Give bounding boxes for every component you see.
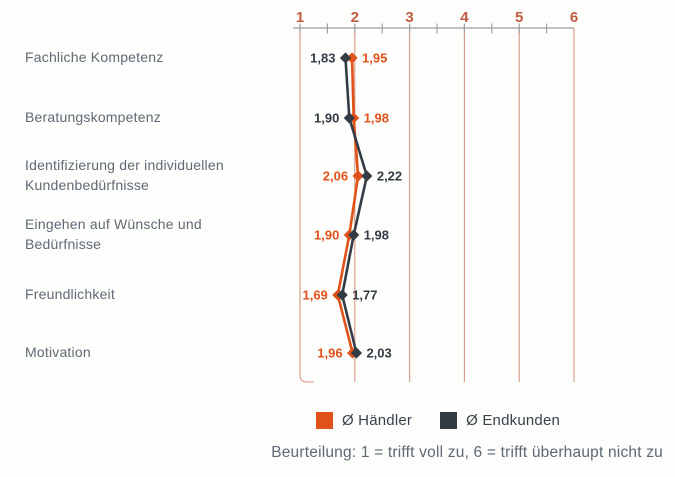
chart-legend: Ø Händler Ø Endkunden (298, 412, 578, 429)
legend-label-haendler: Ø Händler (341, 412, 413, 429)
value-labels: 1,83 1,95 1,90 1,98 2,06 2,22 1,90 1,98 1,69 1,77… (302, 51, 402, 361)
legend-item-haendler: Ø Händler (315, 412, 413, 429)
diamond-marker (350, 347, 363, 359)
diamond-marker (346, 52, 358, 64)
chart-plot-area: 1 2 3 4 5 61,83 1,951,90 1,982,06 2,221,90 1,981,… (293, 9, 578, 383)
value-label: 1,98 (364, 111, 389, 126)
category-label: Identifizierung der individuellen Kunden… (25, 157, 224, 193)
value-label: 1,90 (314, 111, 339, 126)
value-label: 1,90 (314, 228, 339, 243)
gridlines (299, 28, 575, 383)
axis-tick-label: 4 (460, 9, 469, 26)
diamond-marker (348, 229, 360, 241)
axis-tick-label: 3 (405, 9, 413, 26)
diamond-marker (352, 170, 364, 182)
category-label: Fachliche Kompetenz (25, 49, 164, 66)
series-endkunden (336, 52, 373, 359)
legend-label-endkunden: Ø Endkunden (466, 412, 561, 429)
value-label: 2,06 (323, 169, 348, 184)
value-label: 1,96 (317, 346, 342, 361)
diamond-marker (361, 170, 373, 182)
legend-swatch-endkunden (440, 412, 458, 429)
diamond-marker (343, 112, 355, 124)
series-line (336, 57, 360, 354)
rating-scale-caption: Beurteilung: 1 = trifft voll zu, 6 = tri… (271, 444, 663, 461)
category-label: Motivation (25, 344, 91, 361)
axis-tick-label: 2 (351, 9, 359, 26)
value-label: 1,98 (364, 228, 389, 243)
axis-tick-label: 1 (296, 9, 304, 26)
category-label: Freundlichkeit (25, 286, 115, 303)
gridline (299, 28, 314, 383)
value-label: 1,83 (310, 51, 335, 66)
category-label: Eingehen auf Wünsche und Bedürfnisse (25, 216, 202, 252)
axis-tick-labels: 1 2 3 4 5 6 (296, 9, 578, 26)
axis-tick-label: 6 (570, 9, 578, 26)
legend-swatch-haendler (315, 412, 333, 429)
diamond-marker (336, 289, 348, 301)
axis-tick-label: 5 (515, 9, 523, 26)
series-line (340, 57, 369, 354)
value-label: 2,03 (366, 346, 391, 361)
category-label: Beratungskompetenz (25, 109, 161, 126)
diamond-marker (339, 52, 352, 64)
value-label: 2,22 (377, 169, 402, 184)
value-label: 1,77 (352, 288, 377, 303)
value-label: 1,69 (302, 288, 327, 303)
value-label: 1,95 (362, 51, 387, 66)
top-axis (293, 23, 574, 34)
legend-item-endkunden: Ø Endkunden (440, 412, 560, 429)
